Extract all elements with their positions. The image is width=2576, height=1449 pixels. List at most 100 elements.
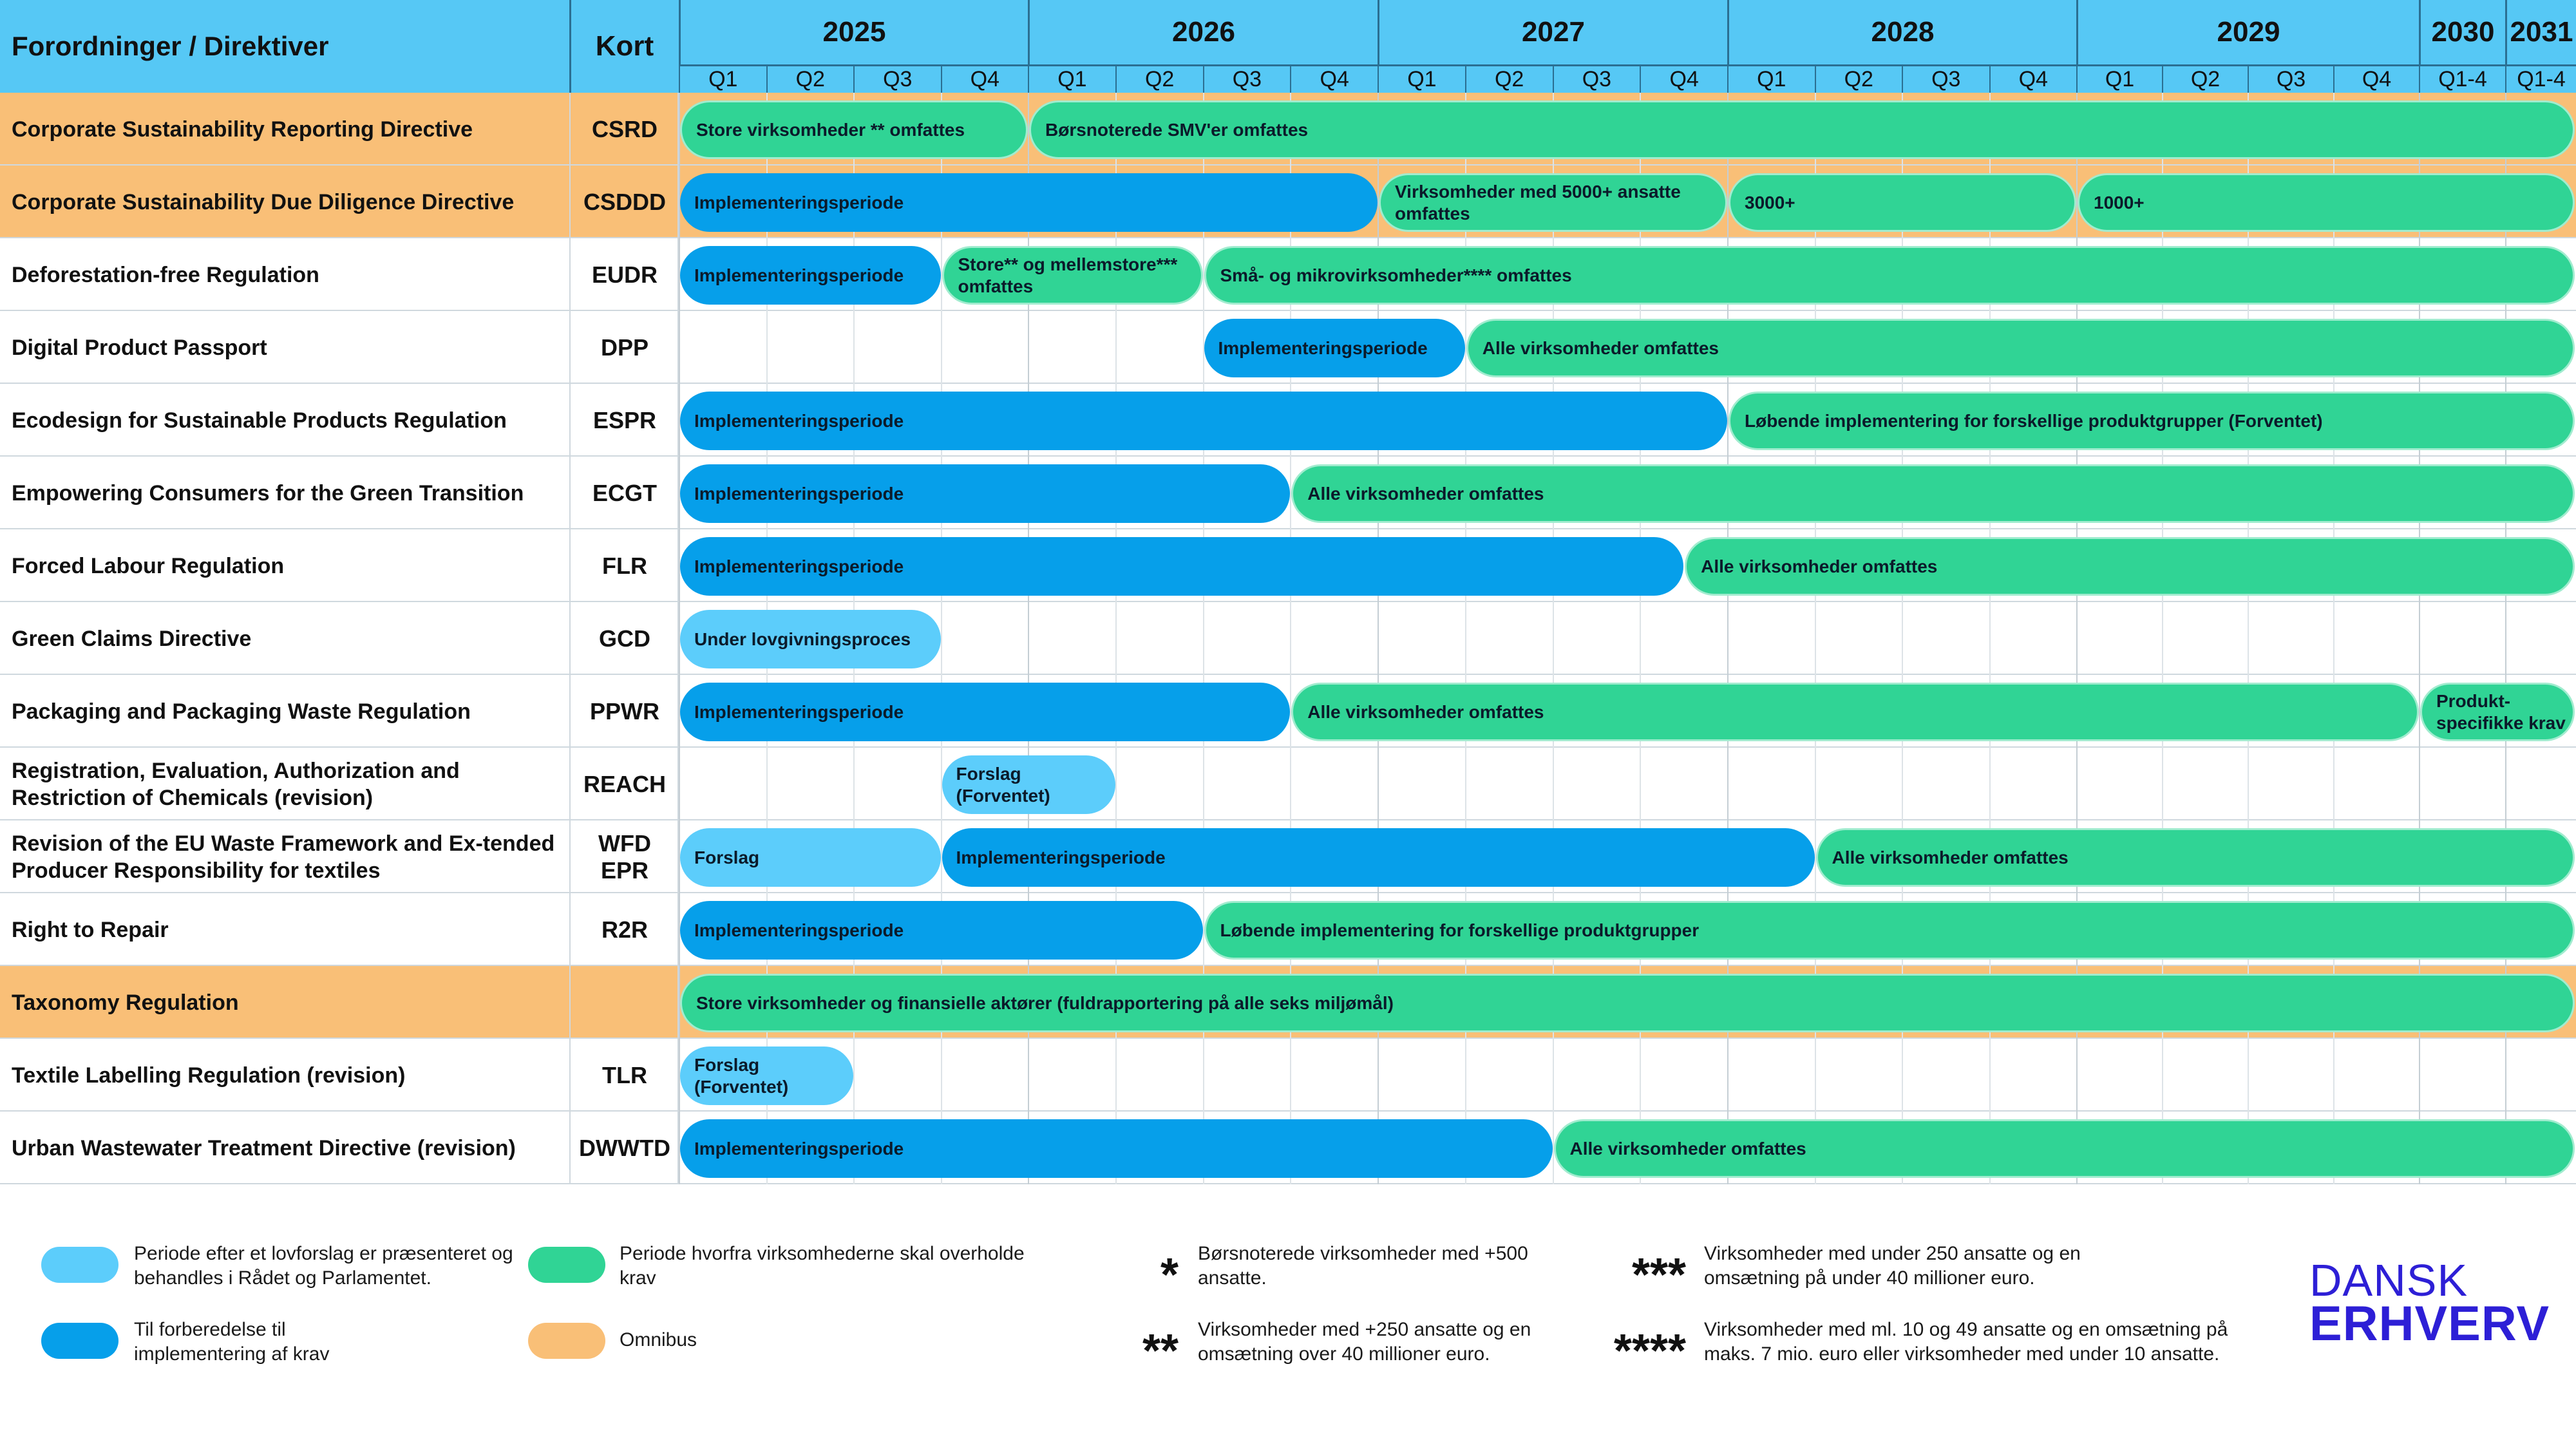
footnote-symbol-4: **** — [1613, 1325, 1686, 1377]
timeline-bar-krav: Løbende implementering for forskellige p… — [1204, 901, 2575, 960]
table-row — [0, 893, 2576, 966]
regulation-short: TLR — [602, 1061, 647, 1088]
regulation-name: Right to Repair — [12, 917, 169, 942]
regulation-short: WFD EPR — [598, 829, 651, 884]
table-row — [0, 1112, 2576, 1184]
column-divider — [569, 1112, 571, 1184]
grid-line — [1464, 93, 1466, 1184]
quarter-label: Q2 — [2162, 64, 2248, 93]
timeline-bar-krav: 3000+ — [1728, 173, 2076, 232]
regulation-short: PPWR — [590, 697, 659, 724]
timeline-bar-krav: Alle virksomheder omfattes — [1291, 683, 2419, 741]
row-label-cell — [0, 166, 679, 238]
regulation-name: Empowering Consumers for the Green Trans… — [12, 480, 524, 506]
timeline-bar-impl: Implementeringsperiode — [680, 464, 1291, 523]
table-row — [0, 820, 2576, 893]
timeline-bar-impl: Implementeringsperiode — [942, 828, 1815, 887]
grid-line — [1640, 93, 1642, 1184]
regulation-name: Green Claims Directive — [12, 626, 252, 651]
legend-swatch-krav — [528, 1247, 605, 1283]
footnote-text-3: Virksomheder med under 250 ansatte og en… — [1704, 1243, 2081, 1289]
row-label-cell — [0, 675, 679, 748]
timeline-bar-krav: 1000+ — [2078, 173, 2575, 232]
row-label-cell — [0, 820, 679, 893]
column-divider — [569, 602, 571, 675]
timeline-bar-impl: Implementeringsperiode — [680, 392, 1727, 450]
regulation-name: Digital Product Passport — [12, 335, 267, 360]
grid-line — [1552, 93, 1554, 1184]
year-label: 2025 — [679, 0, 1028, 64]
row-label-cell — [0, 529, 679, 602]
footnote-symbol-2: ** — [1142, 1325, 1179, 1377]
grid-line — [1378, 93, 1379, 1184]
quarter-label: Q1-4 — [2505, 64, 2576, 93]
grid-line — [1727, 93, 1728, 1184]
footnote-text-2: Virksomheder med +250 ansatte og en omsæ… — [1198, 1319, 1531, 1365]
column-divider — [569, 93, 571, 166]
timeline-bar-impl: Implementeringsperiode — [680, 537, 1684, 596]
timeline-bar-krav: Alle virksomheder omfattes — [1553, 1119, 2575, 1178]
table-row — [0, 675, 2576, 748]
timeline-bar-impl: Implementeringsperiode — [680, 901, 1203, 960]
column-divider — [569, 748, 571, 820]
row-label-cell — [0, 1112, 679, 1184]
header-background — [0, 0, 2576, 93]
regulation-name: Packaging and Packaging Waste Regulation — [12, 699, 471, 724]
grid-line — [940, 93, 942, 1184]
quarter-label: Q3 — [853, 64, 941, 93]
row-label-cell — [0, 893, 679, 966]
legend-swatch-implementering — [41, 1323, 118, 1359]
column-divider — [569, 820, 571, 893]
footnote-symbol-1: * — [1160, 1249, 1179, 1301]
regulation-name: Urban Wastewater Treatment Directive (re… — [12, 1135, 516, 1160]
grid-line — [1202, 93, 1204, 1184]
table-row — [0, 311, 2576, 384]
regulation-short: GCD — [599, 625, 650, 652]
grid-line — [1028, 93, 1029, 1184]
legend-swatch-omnibus — [528, 1323, 605, 1359]
row-label-cell — [0, 93, 679, 166]
grid-line — [1115, 93, 1117, 1184]
table-row — [0, 384, 2576, 457]
logo-line-2: ERHVERV — [2309, 1296, 2550, 1351]
row-label-cell — [0, 602, 679, 675]
timeline-bar-krav: Alle virksomheder omfattes — [1815, 828, 2575, 887]
column-divider — [569, 893, 571, 966]
grid-line — [679, 93, 680, 1184]
timeline-bar-krav: Store** og mellemstore*** omfattes — [942, 246, 1203, 305]
row-label-cell — [0, 238, 679, 311]
timeline-bar-impl: Implementeringsperiode — [680, 683, 1291, 741]
table-row — [0, 529, 2576, 602]
regulation-name: Revision of the EU Waste Framework and E… — [12, 831, 555, 883]
logo-line-1: DANSK — [2309, 1255, 2468, 1305]
column-divider — [569, 311, 571, 384]
year-label: 2026 — [1028, 0, 1378, 64]
grid-line — [1814, 93, 1816, 1184]
column-divider — [569, 238, 571, 311]
timeline-bar-lovf: Forslag — [680, 828, 941, 887]
year-label: 2030 — [2419, 0, 2505, 64]
footnote-text-1: Børsnoterede virksomheder med +500 ansat… — [1198, 1243, 1528, 1289]
quarter-label: Q1 — [1727, 64, 1815, 93]
regulation-name: Corporate Sustainability Reporting Direc… — [12, 117, 473, 142]
footnote-symbol-3: *** — [1631, 1249, 1686, 1301]
timeline-bar-krav: Produkt-specifikke krav — [2420, 683, 2575, 741]
regulation-name: Ecodesign for Sustainable Products Regul… — [12, 408, 507, 433]
column-divider — [569, 457, 571, 529]
regulation-name: Forced Labour Regulation — [12, 553, 285, 578]
timeline-bar-krav: Store virksomheder ** omfattes — [680, 100, 1028, 159]
quarter-label: Q3 — [1552, 64, 1640, 93]
table-row — [0, 748, 2576, 820]
grid-line — [2248, 93, 2249, 1184]
year-label: 2028 — [1727, 0, 2076, 64]
grid-line — [1902, 93, 1903, 1184]
quarter-label: Q4 — [2333, 64, 2419, 93]
header-title: Forordninger / Direktiver — [12, 31, 329, 61]
grid-line — [1989, 93, 1991, 1184]
dansk-erhverv-logo: DANSK ERHVERV — [2309, 1255, 2550, 1351]
quarter-label: Q1 — [2076, 64, 2162, 93]
regulation-short: EUDR — [591, 261, 658, 288]
timeline-bar-krav: Løbende implementering for forskellige p… — [1728, 392, 2575, 450]
row-label-cell — [0, 384, 679, 457]
row-label-cell — [0, 966, 679, 1039]
